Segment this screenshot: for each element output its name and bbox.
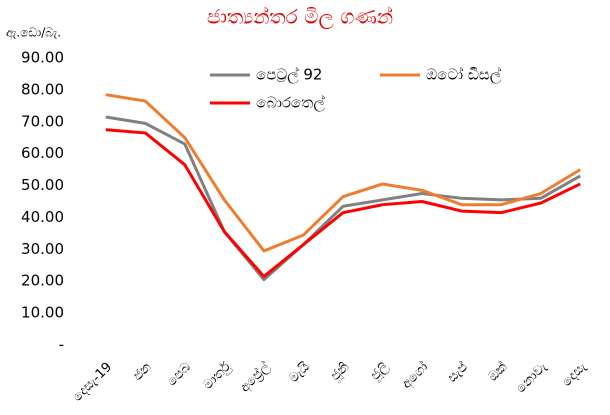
legend-label: පෙට්‍රල් 92	[256, 65, 322, 83]
x-tick-label: අගෝ	[399, 359, 432, 392]
y-tick-label: -	[59, 336, 64, 354]
y-tick-label: 30.00	[21, 240, 64, 258]
y-axis-label: ඇ.ඩො/බැ.	[6, 26, 61, 41]
y-tick-label: 40.00	[21, 208, 64, 226]
x-tick-label: ජූනි	[328, 359, 353, 384]
x-tick-label: සැප්	[444, 359, 471, 386]
x-tick-label: දෙසැ	[559, 359, 589, 389]
y-tick-label: 20.00	[21, 272, 64, 290]
x-tick-label: ජූලි	[368, 360, 392, 384]
x-tick-label: මාර්තු	[200, 359, 234, 393]
x-tick-label: අප්‍රේල්	[237, 359, 274, 396]
x-tick-label: පෙබ	[164, 360, 194, 390]
y-tick-label: 10.00	[21, 304, 64, 322]
x-tick-label: නොවැ	[513, 359, 550, 396]
series-line	[105, 128, 581, 278]
series-line	[105, 115, 581, 282]
y-tick-label: 50.00	[21, 176, 64, 194]
y-tick-label: 70.00	[21, 112, 64, 130]
y-tick-label: 90.00	[21, 49, 64, 67]
series-line	[105, 93, 582, 253]
chart-title: ජාත්‍යන්තර මිල ගණන්	[207, 5, 393, 30]
x-tick-label: ඔක්	[485, 359, 511, 385]
y-tick-label: 60.00	[21, 144, 64, 162]
x-tick-label: මැයි	[286, 359, 313, 386]
legend-label: බොරතෙල්	[256, 93, 325, 111]
x-tick-label: ජන	[130, 359, 155, 384]
legend-label: ඔටෝ ඩීසල්	[426, 65, 502, 83]
x-tick-label: දෙසැ-19	[70, 360, 115, 405]
y-tick-label: 80.00	[21, 80, 64, 98]
